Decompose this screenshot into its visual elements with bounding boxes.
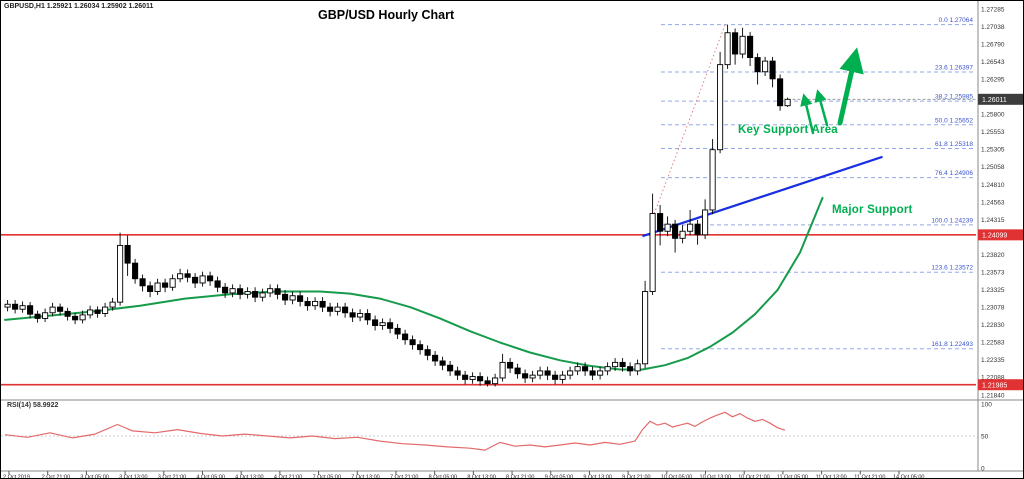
candlestick-series [4,24,791,387]
svg-text:1.26011: 1.26011 [982,97,1007,104]
svg-text:7 Oct 13:00: 7 Oct 13:00 [351,475,379,479]
svg-text:1.25800: 1.25800 [981,112,1005,119]
svg-text:3 Oct 13:00: 3 Oct 13:00 [119,475,147,479]
svg-text:50: 50 [981,433,989,440]
svg-text:9 Oct 13:00: 9 Oct 13:00 [583,475,611,479]
annotation-key-support: Key Support Area [738,124,838,136]
svg-text:8 Oct 21:00: 8 Oct 21:00 [506,475,534,479]
svg-text:1.24810: 1.24810 [981,182,1005,189]
svg-text:10 Oct 05:00: 10 Oct 05:00 [661,475,693,479]
svg-text:1.27285: 1.27285 [981,6,1005,13]
svg-text:8 Oct 13:00: 8 Oct 13:00 [467,475,495,479]
support-resistance-lines [1,234,976,386]
svg-text:11 Oct 05:00: 11 Oct 05:00 [777,475,808,479]
svg-text:23.6 1.26397: 23.6 1.26397 [935,64,973,71]
svg-text:76.4 1.24906: 76.4 1.24906 [935,170,973,177]
svg-text:0: 0 [981,465,985,472]
svg-text:61.8 1.25318: 61.8 1.25318 [935,141,973,148]
trendlines [642,24,883,238]
svg-text:7 Oct 21:00: 7 Oct 21:00 [390,475,418,479]
svg-text:1.26543: 1.26543 [981,59,1005,66]
svg-text:11 Oct 21:00: 11 Oct 21:00 [854,475,885,479]
rsi-indicator-label: RSI(14) 58.9922 [7,402,59,409]
svg-text:14 Oct 05:00: 14 Oct 05:00 [893,475,925,479]
price-axis[interactable]: 1.27285 1.27038 1.26790 1.26543 1.26295 1.260… [981,6,1005,399]
svg-text:1.25553: 1.25553 [981,129,1005,136]
svg-text:1.24099: 1.24099 [982,233,1007,240]
svg-text:0.0 1.27064: 0.0 1.27064 [939,17,974,24]
fibonacci-retracement-lines: 0.0 1.27064 23.6 1.26397 38.2 1.25985 50.0 … [661,17,976,350]
svg-text:50.0 1.25652: 50.0 1.25652 [935,117,973,124]
svg-text:38.2 1.25985: 38.2 1.25985 [935,94,973,101]
svg-text:1.24315: 1.24315 [981,217,1005,224]
annotation-major-support: Major Support [832,204,913,216]
chart-title: GBP/USD Hourly Chart [318,8,455,22]
svg-text:1.21840: 1.21840 [981,392,1005,399]
svg-text:1.22335: 1.22335 [981,357,1005,364]
svg-text:1.23820: 1.23820 [981,252,1005,259]
svg-text:2 Oct 21:00: 2 Oct 21:00 [42,475,70,479]
svg-text:1.23573: 1.23573 [981,269,1005,276]
svg-text:4 Oct 05:00: 4 Oct 05:00 [196,475,224,479]
svg-text:1.23325: 1.23325 [981,287,1005,294]
svg-text:10 Oct 13:00: 10 Oct 13:00 [700,475,732,479]
annotation-arrows [800,47,864,135]
price-tags: 1.24099 1.21985 1.26011 [978,93,1023,391]
svg-text:1.23078: 1.23078 [981,305,1005,312]
svg-text:1.25305: 1.25305 [981,147,1005,154]
svg-text:11 Oct 13:00: 11 Oct 13:00 [816,475,847,479]
svg-text:4 Oct 21:00: 4 Oct 21:00 [274,475,302,479]
svg-text:1.26295: 1.26295 [981,76,1005,83]
svg-text:9 Oct 21:00: 9 Oct 21:00 [622,475,650,479]
svg-text:1.21985: 1.21985 [982,383,1007,390]
svg-text:7 Oct 05:00: 7 Oct 05:00 [313,475,341,479]
rsi-indicator-pane[interactable]: 100 50 0 [1,401,992,472]
svg-text:1.27038: 1.27038 [981,24,1005,31]
svg-text:161.8 1.22493: 161.8 1.22493 [931,341,973,348]
symbol-ohlc-info: GBPUSD,H1 1.25921 1.26034 1.25902 1.2601… [4,3,154,10]
svg-text:3 Oct 05:00: 3 Oct 05:00 [80,475,108,479]
time-axis[interactable]: 2 Oct 2019 2 Oct 21:00 3 Oct 05:00 3 Oct 13… [3,471,925,479]
svg-text:1.22830: 1.22830 [981,322,1005,329]
svg-text:1.26790: 1.26790 [981,41,1005,48]
svg-text:1.24563: 1.24563 [981,199,1005,206]
svg-text:8 Oct 05:00: 8 Oct 05:00 [429,475,457,479]
svg-text:2 Oct 2019: 2 Oct 2019 [3,475,30,479]
svg-text:1.22583: 1.22583 [981,340,1005,347]
svg-text:9 Oct 05:00: 9 Oct 05:00 [545,475,573,479]
svg-text:10 Oct 21:00: 10 Oct 21:00 [738,475,770,479]
moving-average-line [4,196,824,371]
svg-text:100: 100 [981,401,992,408]
svg-text:4 Oct 13:00: 4 Oct 13:00 [235,475,263,479]
svg-text:1.25058: 1.25058 [981,164,1005,171]
svg-text:1.22088: 1.22088 [981,375,1005,382]
svg-text:100.0 1.24239: 100.0 1.24239 [931,217,973,224]
svg-text:123.6 1.23572: 123.6 1.23572 [931,265,973,272]
svg-text:3 Oct 21:00: 3 Oct 21:00 [158,475,186,479]
